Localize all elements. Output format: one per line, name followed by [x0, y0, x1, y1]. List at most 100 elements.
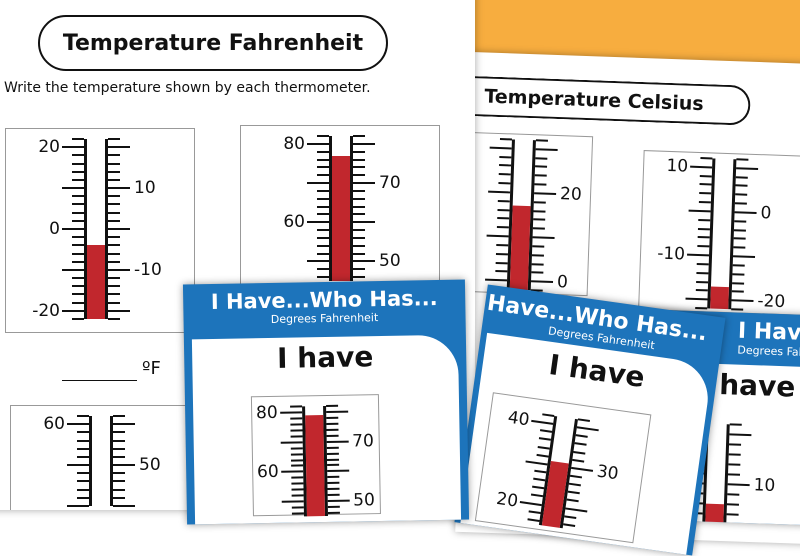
tick-mark [353, 150, 365, 153]
tick-mark [733, 246, 746, 249]
tick-mark [62, 228, 84, 230]
who-has-card: Have...Who Has... Degrees Fahrenheit I h… [454, 284, 726, 556]
tick-mark [497, 217, 510, 220]
thermometer-tube [506, 139, 536, 291]
tick-mark [735, 175, 748, 179]
tick-mark [113, 472, 125, 475]
tick-mark [72, 154, 84, 157]
tick-mark [108, 268, 130, 271]
tick-mark [291, 512, 304, 515]
tick-mark [535, 156, 548, 160]
tick-mark [317, 150, 329, 153]
tick-mark [325, 404, 338, 408]
tick-mark [72, 162, 84, 165]
tick-mark [317, 205, 329, 208]
tick-mark [108, 244, 120, 247]
tick-mark [77, 439, 89, 442]
tick-mark [696, 280, 709, 283]
mercury-fill [87, 245, 105, 319]
tick-mark [291, 488, 304, 491]
tick-mark [317, 189, 329, 192]
tick-mark [353, 182, 375, 185]
tick-mark [734, 220, 747, 223]
tick-mark [72, 170, 84, 173]
answer-blank[interactable] [62, 380, 137, 381]
tick-mark [736, 158, 749, 161]
scale-label: -10 [134, 259, 162, 280]
page-title: Temperature Celsius [469, 75, 751, 126]
tick-mark [727, 473, 741, 476]
tick-mark [534, 183, 547, 186]
scale-label: 10 [753, 475, 776, 496]
tick-mark [485, 278, 508, 282]
tick-mark [290, 458, 303, 462]
tick-mark [77, 496, 89, 499]
tick-mark [353, 221, 375, 224]
tick-mark [572, 458, 585, 463]
tick-mark [534, 192, 557, 195]
tick-mark [733, 228, 746, 232]
tick-mark [697, 227, 711, 230]
tick-mark [108, 211, 120, 214]
tick-mark [536, 453, 549, 458]
tick-mark [533, 477, 546, 482]
tick-mark [113, 505, 135, 507]
tick-mark [317, 135, 329, 137]
thermometer-tube [89, 416, 113, 506]
scale-label: 80 [283, 133, 305, 154]
tick-mark [108, 195, 120, 198]
tick-mark [307, 182, 329, 185]
tick-mark [317, 166, 329, 169]
tick-mark [326, 464, 339, 467]
tick-mark [530, 280, 554, 284]
tick-mark [290, 447, 303, 450]
tick-mark [291, 494, 304, 497]
tick-mark [728, 463, 741, 466]
thermometer: 80 60 70 50 [261, 133, 421, 281]
tick-mark [734, 211, 757, 214]
scale-label: 60 [43, 414, 65, 435]
tick-mark [695, 306, 708, 310]
tick-mark [72, 293, 84, 296]
tick-mark [108, 170, 120, 173]
tick-mark [289, 429, 303, 432]
tick-mark [571, 466, 594, 472]
tick-mark [532, 245, 545, 248]
thermometer-tube [329, 136, 353, 281]
tick-mark [533, 218, 546, 222]
tick-mark [531, 262, 544, 266]
tick-mark [495, 261, 508, 264]
tick-mark [326, 470, 349, 473]
scale-label: 60 [256, 462, 279, 483]
scale-label: 70 [352, 430, 375, 452]
tick-mark [307, 142, 329, 145]
tick-mark [353, 135, 365, 137]
tick-mark [353, 166, 365, 169]
mercury-fill [304, 414, 325, 517]
scale-label: 70 [379, 173, 401, 194]
tick-mark [727, 493, 740, 496]
tick-mark [497, 199, 510, 203]
tick-mark [72, 211, 84, 214]
tick-mark [732, 272, 745, 276]
tick-mark [499, 138, 513, 141]
tick-mark [62, 146, 84, 149]
tick-mark [697, 245, 710, 248]
tick-mark [289, 417, 302, 420]
tick-mark [325, 410, 348, 413]
tick-mark [728, 453, 741, 456]
scale-label: 10 [666, 155, 689, 177]
tick-mark [290, 482, 303, 485]
tick-mark [72, 301, 84, 304]
tick-mark [72, 318, 84, 320]
tick-mark [577, 418, 590, 422]
who-has-card: I Have...Who Has... Degrees Fahrenheit I… [182, 279, 470, 525]
tick-mark [327, 493, 340, 497]
tick-mark [563, 523, 576, 527]
tick-mark [531, 419, 554, 426]
tick-mark [77, 488, 89, 491]
tick-mark [113, 464, 135, 467]
mercury-fill [332, 155, 350, 281]
scale-label: -10 [656, 243, 686, 265]
tick-mark [108, 285, 120, 288]
